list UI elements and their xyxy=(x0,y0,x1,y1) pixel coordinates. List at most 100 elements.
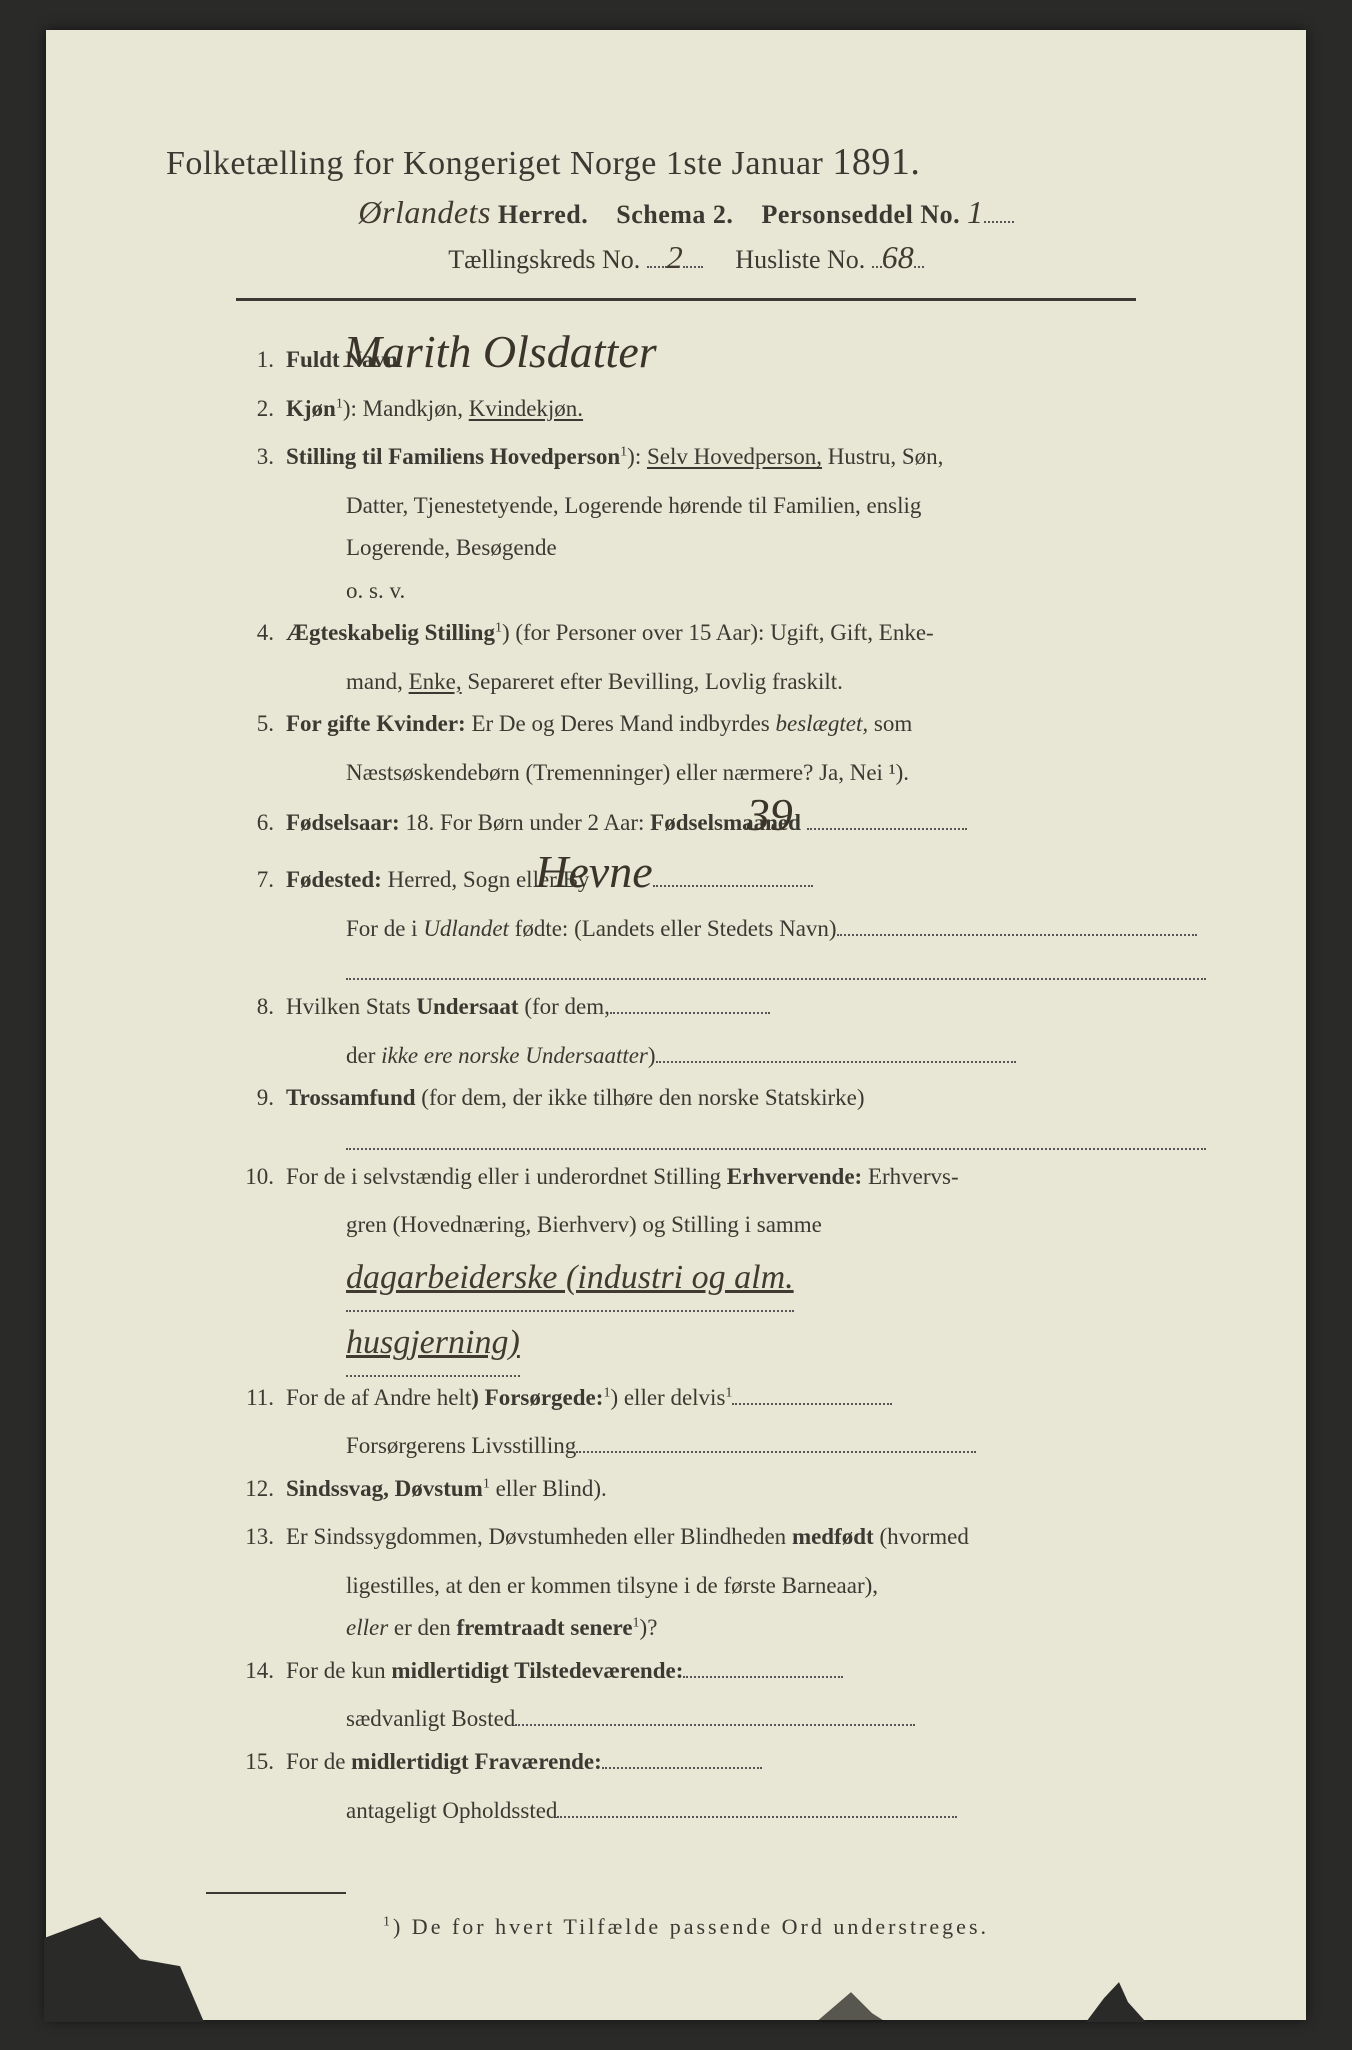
item-continuation: mand, Enke, Separeret efter Bevilling, L… xyxy=(226,661,1206,704)
dotted-fill xyxy=(576,1430,976,1453)
item-underlined: Selv Hovedperson, xyxy=(647,444,822,469)
form-item: 13. Er Sindssygdommen, Døvstumheden eller… xyxy=(226,1516,1206,1559)
form-item: 11.For de af Andre helt) Forsørgede:1) e… xyxy=(226,1377,1206,1420)
item-text: mand, xyxy=(346,669,409,694)
item-text: fødte: (Landets eller Stedets Navn) xyxy=(509,916,837,941)
item-underlined: Kvindekjøn. xyxy=(469,396,583,421)
item-text: ): xyxy=(627,444,647,469)
item-text: (hvormed xyxy=(874,1524,969,1549)
item-number: 8. xyxy=(226,986,274,1029)
item-text: ) (for Personer over 15 Aar): Ugift, Gif… xyxy=(502,620,934,645)
item-number: 13. xyxy=(226,1516,274,1559)
handwritten-value: husgjerning) xyxy=(346,1312,520,1377)
item-text: (for dem, xyxy=(519,994,610,1019)
handwritten-line: dagarbeiderske (industri og alm. xyxy=(226,1247,1206,1312)
item-label: Fødselsaar: xyxy=(286,810,400,835)
item-label: medfødt xyxy=(792,1524,874,1549)
item-continuation: Logerende, Besøgende xyxy=(226,527,1206,570)
form-item: 4.Ægteskabelig Stilling1) (for Personer … xyxy=(226,612,1206,655)
herred-handwritten: Ørlandets xyxy=(358,194,491,231)
form-item: 10.For de i selvstændig eller i underord… xyxy=(226,1156,1206,1199)
form-item: 8.Hvilken Stats Undersaat (for dem, xyxy=(226,986,1206,1029)
item-text: Erhvervs- xyxy=(862,1164,958,1189)
item-label: For gifte Kvinder: xyxy=(286,711,466,736)
item-text: Er De og Deres Mand indbyrdes xyxy=(466,711,776,736)
handwritten-value: Marith Olsdatter xyxy=(404,331,657,372)
item-text: er den xyxy=(388,1615,456,1640)
item-label: fremtraadt senere xyxy=(456,1615,632,1640)
item-text: eller Blind xyxy=(490,1476,593,1501)
item-continuation: For de i Udlandet fødte: (Landets eller … xyxy=(226,908,1206,951)
dotted-fill xyxy=(656,1040,1016,1063)
item-italic: ikke ere norske Undersaatter xyxy=(381,1043,648,1068)
item-continuation: der ikke ere norske Undersaatter) xyxy=(226,1035,1206,1078)
form-item: 3.Stilling til Familiens Hovedperson1): … xyxy=(226,436,1206,479)
item-number: 2. xyxy=(226,388,274,431)
item-number: 10. xyxy=(226,1156,274,1199)
item-continuation: Forsørgerens Livsstilling xyxy=(226,1425,1206,1468)
dotted-fill xyxy=(732,1382,892,1405)
dotted-fill xyxy=(610,991,770,1014)
item-number: 11. xyxy=(226,1377,274,1420)
item-text: Hustru, Søn, xyxy=(822,444,943,469)
item-text: For de i xyxy=(346,916,423,941)
form-item: 14.For de kun midlertidigt Tilstedeværen… xyxy=(226,1650,1206,1693)
footnote: 1) De for hvert Tilfælde passende Ord un… xyxy=(166,1914,1206,1940)
footnote-rule xyxy=(206,1892,346,1894)
item-text: Separeret efter Bevilling, Lovlig fraski… xyxy=(462,669,843,694)
item-continuation: Næstsøskendebørn (Tremenninger) eller næ… xyxy=(226,752,1206,795)
item-italic: eller xyxy=(346,1615,388,1640)
item-label: Fødested: xyxy=(286,867,382,892)
item-number: 6. xyxy=(226,802,274,845)
form-items-list: 1.Fuldt Navn Marith Olsdatter2.Kjøn1): M… xyxy=(166,331,1206,1832)
item-text: ) eller delvis xyxy=(610,1385,725,1410)
item-label: Kjøn xyxy=(286,396,336,421)
item-text: ). xyxy=(593,1476,606,1501)
item-label: midlertidigt Fraværende: xyxy=(351,1749,602,1774)
husliste-label: Husliste No. xyxy=(735,245,865,274)
item-text: som xyxy=(868,711,912,736)
handwritten-line: husgjerning) xyxy=(226,1312,1206,1377)
item-sup: 1 xyxy=(725,1385,732,1400)
item-label: midlertidigt Tilstedeværende: xyxy=(391,1658,683,1683)
item-text: )? xyxy=(640,1615,658,1640)
herred-label: Herred. xyxy=(498,200,588,229)
item-text: 18 xyxy=(400,810,429,835)
dotted-fill xyxy=(653,864,813,887)
item-continuation: antageligt Opholdssted xyxy=(226,1790,1206,1833)
dotted-fill xyxy=(683,1655,843,1678)
schema-label: Schema 2. xyxy=(616,200,733,229)
dotted-line xyxy=(346,956,1206,980)
item-continuation: gren (Hovednæring, Bierhverv) og Stillin… xyxy=(226,1204,1206,1247)
dotted-fill xyxy=(515,1703,915,1726)
item-text: Er Sindssygdommen, Døvstumheden eller Bl… xyxy=(286,1524,792,1549)
item-text: ): Mandkjøn, xyxy=(343,396,469,421)
item-label: Trossamfund xyxy=(286,1085,416,1110)
item-number: 12. xyxy=(226,1468,274,1511)
item-sup: 1 xyxy=(495,621,502,636)
item-number: 3. xyxy=(226,436,274,479)
item-number: 5. xyxy=(226,703,274,746)
form-item: 7.Fødested: Herred, Sogn eller By Hevne xyxy=(226,851,1206,902)
item-number: 15. xyxy=(226,1741,274,1784)
item-label: ) Forsørgede: xyxy=(471,1385,603,1410)
item-continuation: ligestilles, at den er kommen tilsyne i … xyxy=(226,1565,1206,1608)
item-label: Ægteskabelig Stilling xyxy=(286,620,495,645)
dotted-line xyxy=(346,1126,1206,1150)
handwritten-value: Hevne xyxy=(595,851,652,892)
census-form-page: Folketælling for Kongeriget Norge 1ste J… xyxy=(46,30,1306,2020)
item-label: Erhvervende: xyxy=(727,1164,862,1189)
form-item: 6.Fødselsaar: 18. For Børn under 2 Aar: … xyxy=(226,794,1206,845)
divider-rule xyxy=(236,298,1136,301)
form-item: 5. For gifte Kvinder: Er De og Deres Mand… xyxy=(226,703,1206,746)
item-text: ) xyxy=(648,1043,656,1068)
form-item: 9.Trossamfund (for dem, der ikke tilhøre… xyxy=(226,1077,1206,1120)
personseddel-no: 1 xyxy=(967,194,984,231)
item-text: der xyxy=(346,1043,381,1068)
form-item: 1.Fuldt Navn Marith Olsdatter xyxy=(226,331,1206,382)
tear-decoration-2 xyxy=(816,1992,886,2022)
item-text: . For Børn under 2 Aar: xyxy=(428,810,650,835)
form-item: 12.Sindssvag, Døvstum1 eller Blind). xyxy=(226,1468,1206,1511)
kreds-label: Tællingskreds No. xyxy=(448,245,640,274)
dotted-fill xyxy=(807,807,967,830)
